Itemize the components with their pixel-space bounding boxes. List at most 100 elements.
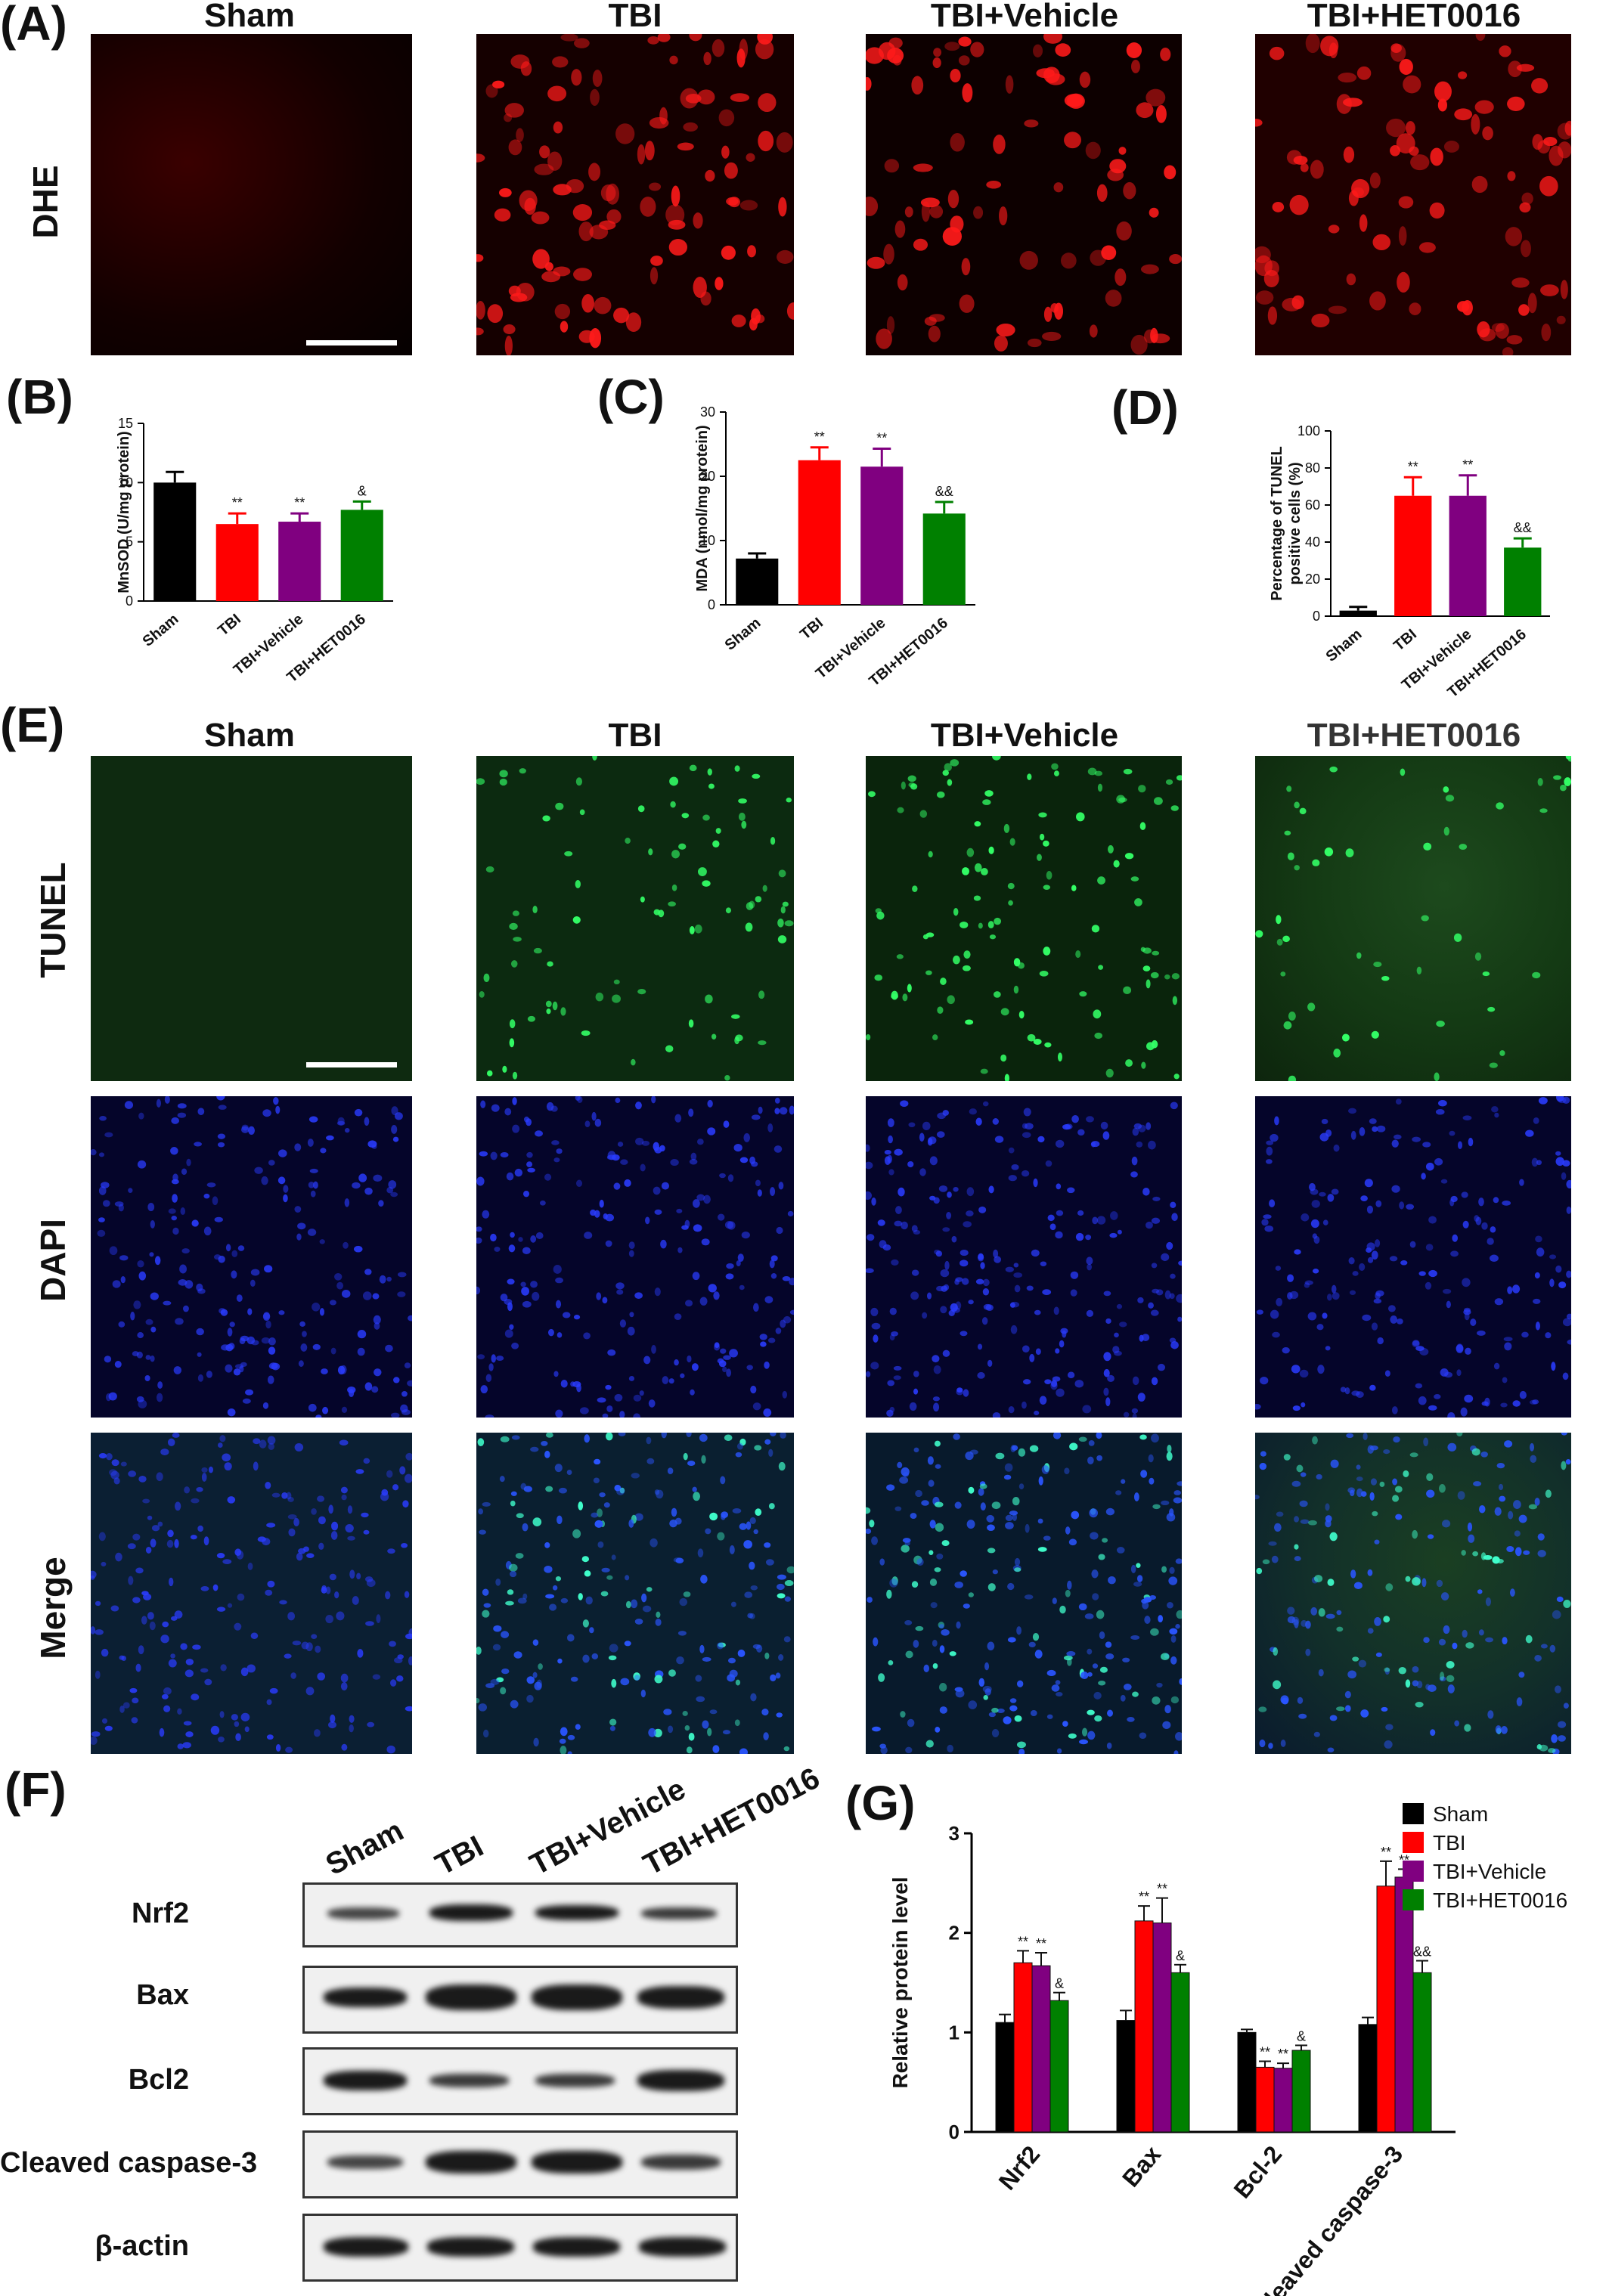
bar-TBI+Vehicle [278,522,321,601]
bar-Cleaved caspase-3-Sham [1358,2024,1378,2133]
bar-TBI+HET0016 [340,510,383,601]
dapi-image-het [1255,1096,1571,1418]
legend-label: TBI+Vehicle [1433,1860,1546,1883]
significance-mark: ** [1278,2047,1288,2062]
bar-Bcl-2-TBI+HET0016 [1291,2050,1311,2133]
bar-TBI+Vehicle [860,466,904,605]
significance-mark: ** [1036,1936,1046,1951]
y-tick-label: 5 [126,534,133,550]
significance-mark: && [1413,1944,1431,1960]
y-tick-label: 100 [1297,423,1320,438]
significance-mark: ** [1381,1845,1391,1860]
significance-mark: ** [1139,1889,1149,1904]
panel-label-b: (B) [6,370,73,424]
e-group-title-sham: Sham [204,717,295,754]
x-tick-label: TBI [797,615,826,643]
y-tick-label: 60 [1305,497,1320,513]
y-tick-label: 20 [700,469,715,484]
y-tick-label: 40 [1305,534,1320,550]
wb-label-bax: Bax [136,1979,189,2011]
significance-mark: ** [814,429,825,445]
merge-image-tbi [476,1433,794,1754]
tunel-image-sham [91,756,412,1081]
merge-image-vehicle [866,1433,1182,1754]
row-label-tunel: TUNEL [33,862,73,978]
bar-TBI [215,524,259,601]
legend-label: TBI+HET0016 [1433,1889,1567,1912]
significance-mark: ** [1157,1882,1167,1897]
bar-Sham [736,558,779,605]
legend-swatch [1403,1832,1424,1853]
y-tick-label: 0 [1313,609,1320,624]
e-group-title-het: TBI+HET0016 [1307,717,1521,754]
y-tick-label: 30 [700,404,715,420]
blot-row-caspase [302,2130,738,2198]
y-axis-label: positive cells (%) [1287,462,1304,584]
group-title-het: TBI+HET0016 [1307,0,1521,34]
bar-Sham [153,482,197,601]
bar-Cleaved caspase-3-TBI+HET0016 [1412,1972,1432,2133]
significance-mark: ** [876,430,887,445]
bar-TBI+Vehicle [1449,495,1487,616]
tunel-image-tbi [476,756,794,1081]
significance-mark: & [1297,2028,1306,2043]
panel-label-a: (A) [0,0,67,51]
y-axis-label: MnSOD (U/mg protein) [116,431,132,593]
panel-label-c: (C) [597,370,665,424]
blot-row-actin [302,2214,738,2282]
x-tick-label: TBI [1390,626,1420,655]
blot-row-bcl2 [302,2047,738,2115]
significance-mark: && [1514,520,1532,535]
y-tick-label: 3 [949,1822,960,1845]
group-title-sham: Sham [204,0,295,34]
bar-Bax-TBI+HET0016 [1170,1972,1190,2133]
significance-mark: & [358,483,367,498]
blot-row-nrf2 [302,1882,738,1947]
y-tick-label: 15 [118,416,133,431]
significance-mark: ** [1408,459,1418,474]
bar-Bax-TBI [1134,1920,1154,2133]
dhe-image-sham [91,34,412,355]
y-tick-label: 80 [1305,460,1320,476]
x-tick-label: Sham [722,615,764,654]
y-tick-label: 10 [700,533,715,548]
y-axis-label: MDA (nmol/mg protein) [694,425,711,591]
bar-Bcl-2-TBI+Vehicle [1273,2068,1293,2133]
bar-Cleaved caspase-3-TBI [1376,1885,1396,2133]
legend-swatch [1403,1803,1424,1824]
y-tick-label: 20 [1305,572,1320,587]
wb-label-nrf2: Nrf2 [131,1898,189,1929]
panel-label-e: (E) [0,698,65,752]
group-title-tbi: TBI [608,0,662,34]
x-tick-label: Bcl-2 [1228,2140,1287,2203]
wb-lane-sham: Sham [320,1814,409,1882]
bar-Bax-Sham [1116,2020,1136,2133]
bar-Bax-TBI+Vehicle [1152,1923,1172,2133]
dapi-image-tbi [476,1096,794,1418]
panel-label-g: (G) [845,1776,916,1830]
bar-Bcl-2-TBI [1255,2066,1275,2133]
wb-label-caspase: Cleaved caspase-3 [0,2147,258,2179]
row-label-dapi: DAPI [33,1219,73,1302]
x-tick-label: Nrf2 [994,2140,1046,2195]
significance-mark: && [935,484,953,499]
dapi-image-vehicle [866,1096,1182,1418]
y-tick-label: 0 [126,593,133,609]
y-tick-label: 2 [949,1922,960,1944]
y-axis-label: Percentage of TUNEL [1269,446,1285,600]
panel-label-f: (F) [5,1762,67,1817]
y-tick-label: 0 [949,2121,960,2143]
tunel-image-het [1255,756,1571,1081]
bar-Nrf2-Sham [995,2022,1015,2133]
row-label-merge: Merge [33,1557,73,1659]
dhe-image-vehicle [866,34,1182,355]
x-tick-label: Sham [140,611,182,650]
bar-TBI+HET0016 [1504,547,1542,616]
group-title-vehicle: TBI+Vehicle [930,0,1119,34]
x-tick-label: Bax [1117,2140,1166,2192]
significance-mark: ** [1462,457,1473,473]
wb-lane-tbi: TBI [429,1830,489,1882]
dhe-image-tbi [476,34,794,355]
bar-Bcl-2-Sham [1237,2031,1257,2133]
legend-swatch [1403,1861,1424,1882]
